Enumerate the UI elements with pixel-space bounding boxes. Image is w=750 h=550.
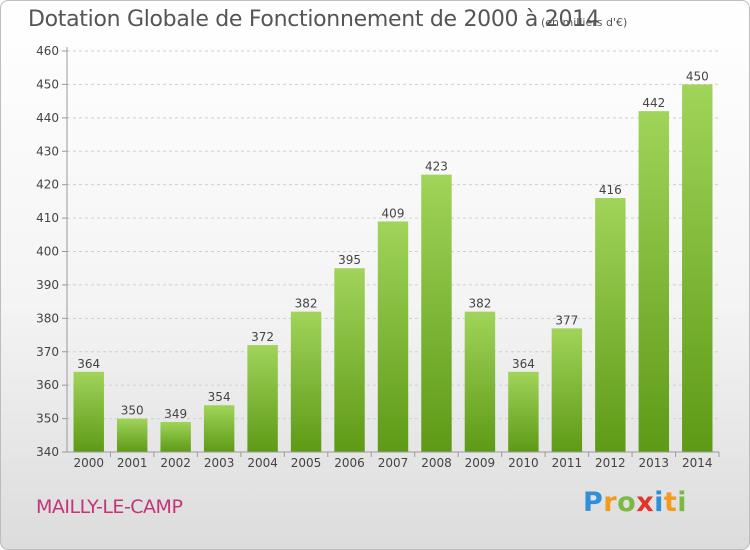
bar-2014 bbox=[682, 84, 713, 453]
bar-2008 bbox=[421, 174, 452, 452]
y-tick-label: 440 bbox=[36, 111, 59, 125]
logo-letter: x bbox=[636, 487, 655, 518]
y-tick-label: 420 bbox=[36, 178, 59, 192]
data-label: 354 bbox=[208, 390, 231, 404]
axes bbox=[62, 47, 720, 457]
y-tick-label: 400 bbox=[36, 245, 59, 259]
x-tick-label: 2000 bbox=[73, 456, 104, 470]
x-tick-label: 2005 bbox=[291, 456, 322, 470]
bar-2003 bbox=[203, 405, 235, 452]
y-tick-label: 380 bbox=[36, 311, 59, 325]
x-tick-label: 2013 bbox=[639, 456, 670, 470]
logo-letter: t bbox=[663, 487, 678, 518]
bar-2011 bbox=[551, 328, 583, 452]
bar-2006 bbox=[334, 268, 365, 452]
x-tick-label: 2003 bbox=[204, 456, 235, 470]
y-tick-label: 430 bbox=[36, 144, 59, 158]
logo-letter: P bbox=[583, 487, 604, 518]
data-label: 364 bbox=[512, 357, 535, 371]
data-label: 349 bbox=[164, 407, 187, 421]
y-tick-label: 340 bbox=[36, 445, 59, 459]
logo-letter: i bbox=[654, 487, 664, 518]
data-label: 395 bbox=[338, 253, 361, 267]
bar-2000 bbox=[73, 371, 104, 452]
x-tick-label: 2010 bbox=[508, 456, 539, 470]
y-tick-label: 350 bbox=[36, 412, 59, 426]
x-tick-label: 2007 bbox=[378, 456, 409, 470]
labels: 340 350 360 370 380 390 400 410 420 430 440 450 460 3… bbox=[36, 44, 712, 470]
bar-2002 bbox=[160, 421, 191, 452]
bar-2010 bbox=[508, 371, 539, 452]
commune-name: MAILLY-LE-CAMP bbox=[36, 496, 183, 518]
data-label: 377 bbox=[555, 313, 578, 327]
logo-letter: r bbox=[603, 487, 618, 518]
y-tick-label: 370 bbox=[36, 345, 59, 359]
bar-2001 bbox=[116, 418, 148, 452]
x-tick-label: 2006 bbox=[334, 456, 365, 470]
data-label: 372 bbox=[251, 330, 274, 344]
x-tick-label: 2002 bbox=[160, 456, 191, 470]
x-tick-label: 2011 bbox=[552, 456, 583, 470]
x-tick-label: 2001 bbox=[117, 456, 148, 470]
chart-title: Dotation Globale de Fonctionnement de 20… bbox=[28, 7, 600, 32]
data-label: 364 bbox=[77, 357, 100, 371]
data-label: 442 bbox=[642, 96, 665, 110]
y-tick-label: 360 bbox=[36, 378, 59, 392]
bar-2005 bbox=[290, 311, 322, 452]
bars bbox=[73, 84, 713, 453]
bar-2009 bbox=[464, 311, 496, 452]
data-label: 382 bbox=[468, 297, 491, 311]
y-tick-label: 450 bbox=[36, 77, 59, 91]
bar-2007 bbox=[377, 221, 409, 452]
logo-letter: o bbox=[617, 487, 637, 518]
x-tick-label: 2009 bbox=[465, 456, 496, 470]
x-tick-label: 2012 bbox=[595, 456, 626, 470]
data-label: 423 bbox=[425, 160, 448, 174]
data-label: 350 bbox=[121, 404, 144, 418]
bar-2012 bbox=[595, 198, 626, 452]
bar-2004 bbox=[247, 345, 278, 452]
y-tick-label: 410 bbox=[36, 211, 59, 225]
data-label: 450 bbox=[686, 69, 709, 83]
x-tick-label: 2008 bbox=[421, 456, 452, 470]
y-tick-label: 460 bbox=[36, 44, 59, 58]
data-label: 409 bbox=[382, 206, 405, 220]
proxiti-logo[interactable]: Proxiti bbox=[583, 487, 687, 518]
x-tick-label: 2004 bbox=[247, 456, 278, 470]
data-label: 382 bbox=[295, 297, 318, 311]
chart-subtitle: (en milliers d'€) bbox=[541, 16, 628, 29]
logo-letter: i bbox=[677, 487, 688, 518]
y-tick-label: 390 bbox=[36, 278, 59, 292]
data-label: 416 bbox=[599, 183, 622, 197]
bar-2013 bbox=[638, 111, 670, 453]
x-tick-label: 2014 bbox=[682, 456, 713, 470]
